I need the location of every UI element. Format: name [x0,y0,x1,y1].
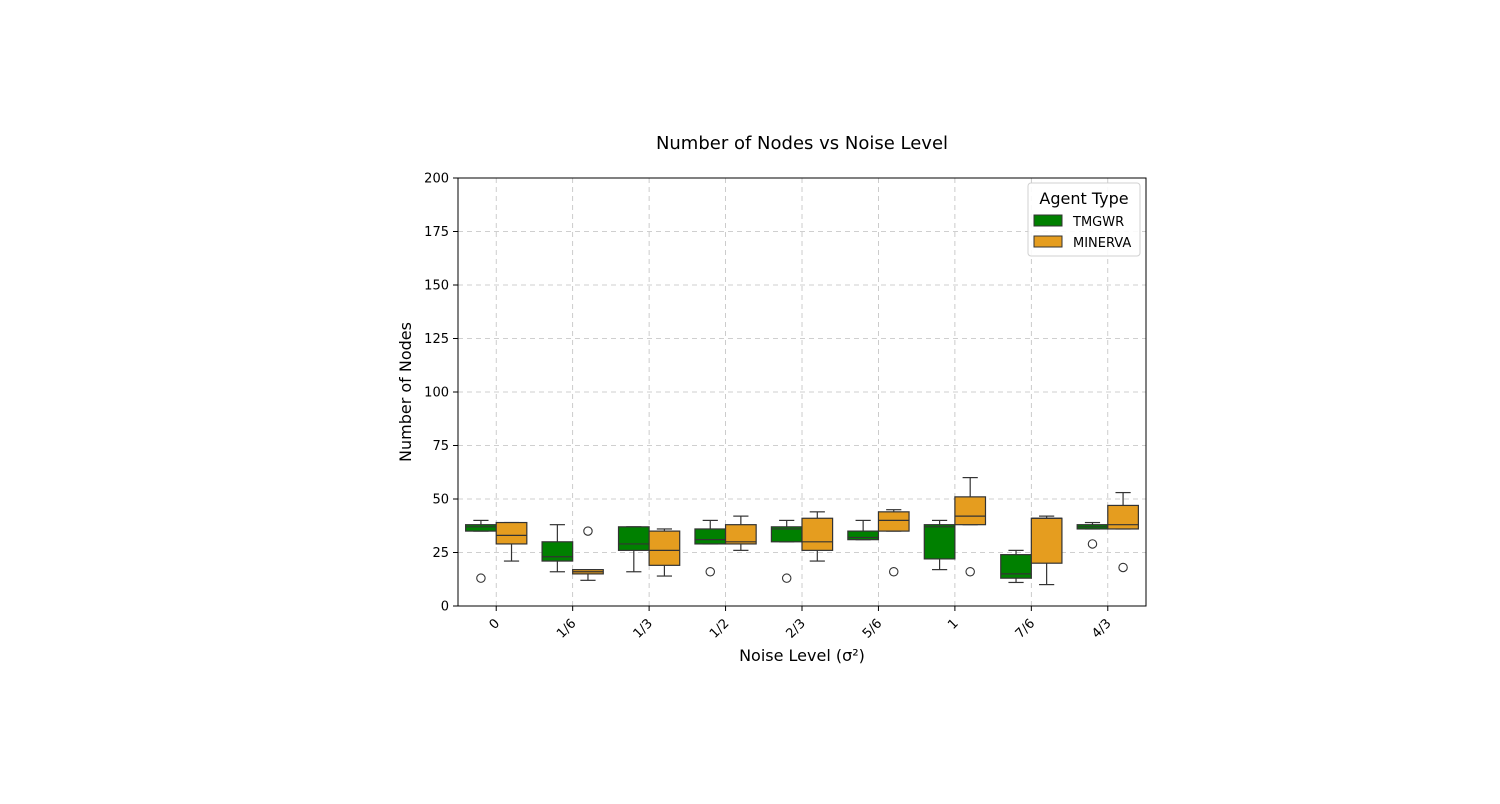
box-minerva-8 [1107,491,1139,573]
box-iqr [1030,517,1063,564]
box-tmgwr-7 [1000,549,1032,584]
x-tick-label: 7/6 [1013,616,1038,641]
box-minerva-2 [648,528,681,577]
outlier-point [1087,539,1098,549]
legend-swatch-tmgwr [1033,214,1063,227]
outlier-point [583,526,593,536]
y-tick-label: 50 [432,493,449,508]
x-tick-label: 1/2 [707,616,732,641]
y-tick-label: 150 [424,279,449,294]
box-tmgwr-5 [847,519,880,541]
x-tick-label: 4/3 [1089,616,1114,641]
box-iqr [1107,504,1139,530]
box-minerva-0 [495,521,528,562]
chart-title: Number of Nodes vs Noise Level [656,133,948,154]
box-iqr [465,524,497,532]
y-tick-label: 200 [424,172,449,187]
x-tick-label: 5/6 [860,616,885,641]
box-iqr [1000,554,1032,579]
box-iqr [847,530,880,541]
y-tick-label: 25 [432,546,449,561]
box-tmgwr-0 [465,519,497,583]
box-iqr [541,541,574,562]
outlier-point [1118,562,1128,573]
legend: Agent Type TMGWR MINERVA [1027,182,1141,257]
y-tick-label: 75 [432,439,449,454]
y-axis-label: Number of Nodes [396,322,415,462]
box-iqr [724,524,757,545]
x-tick-label: 1/6 [554,616,579,641]
box-tmgwr-1 [541,524,574,573]
box-iqr [877,511,910,532]
box-minerva-7 [1030,515,1063,586]
box-iqr [923,524,956,560]
outlier-point [705,567,716,577]
y-tick-label: 175 [424,225,449,240]
x-tick-label: 1 [945,616,961,632]
box-tmgwr-3 [694,519,727,577]
legend-label-tmgwr: TMGWR [1072,215,1124,230]
y-tick-label: 0 [441,600,449,615]
legend-label-minerva: MINERVA [1073,236,1131,251]
y-tick-label: 100 [424,386,449,401]
x-tick-label: 2/3 [783,616,808,641]
box-tmgwr-6 [923,519,956,571]
outlier-point [965,567,975,577]
outlier-point [476,573,486,583]
y-tick-label: 125 [424,332,449,347]
x-tick-label: 0 [487,616,503,632]
box-minerva-1 [572,526,604,581]
outlier-point [781,573,792,583]
legend-title: Agent Type [1039,189,1128,208]
box-minerva-3 [724,515,757,551]
x-axis-label: Noise Level (σ²) [739,646,865,665]
box-minerva-4 [801,511,834,562]
grid-lines [458,178,1146,606]
box-iqr [617,526,650,551]
x-tick-label: 1/3 [631,616,656,641]
box-minerva-6 [954,477,987,577]
box-iqr [694,528,727,545]
box-tmgwr-4 [770,519,803,583]
box-iqr [495,521,528,545]
box-iqr [954,496,987,526]
box-iqr [801,517,834,551]
box-tmgwr-8 [1076,521,1109,549]
legend-swatch-minerva [1033,235,1063,248]
box-tmgwr-2 [617,526,650,573]
x-axis: 0 1/6 1/3 1/2 2/3 5/6 1 7/6 4/3 [487,606,1115,642]
y-axis: 0 25 50 75 100 125 150 175 200 [424,172,458,615]
box-groups [465,477,1139,586]
outlier-point [888,567,899,577]
box-iqr [648,530,681,566]
box-minerva-5 [877,509,910,577]
